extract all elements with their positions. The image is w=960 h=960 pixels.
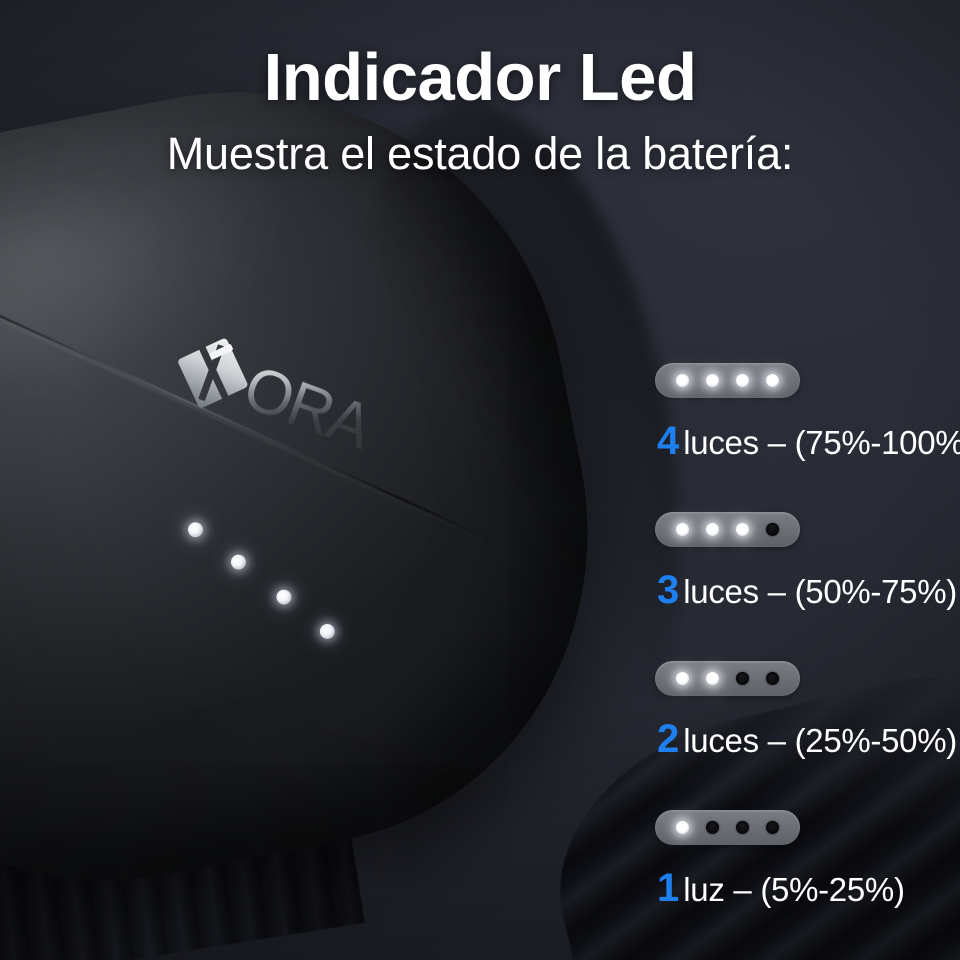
legend-label: 2 luces – (25%-50%) bbox=[657, 719, 957, 759]
legend-description: luces – (25%-50%) bbox=[683, 722, 957, 759]
legend-row: 4 luces – (75%-100%) bbox=[655, 363, 960, 512]
legend-number: 4 bbox=[657, 419, 679, 463]
led-dot bbox=[706, 374, 719, 387]
legend-row: 3 luces – (50%-75%) bbox=[655, 512, 957, 661]
legend-description: luces – (75%-100%) bbox=[683, 424, 960, 461]
led-indicator-pill bbox=[655, 810, 800, 845]
led-dot bbox=[766, 672, 779, 685]
led-dot bbox=[736, 374, 749, 387]
legend-row: 2 luces – (25%-50%) bbox=[655, 661, 957, 810]
battery-legend: 4 luces – (75%-100%) 3 luces – (50%-75%) bbox=[655, 363, 960, 959]
led-indicator-pill bbox=[655, 661, 800, 696]
led-dot bbox=[676, 523, 689, 536]
led-dot bbox=[676, 821, 689, 834]
legend-label: 1 luz – (5%-25%) bbox=[657, 868, 905, 908]
led-dot bbox=[766, 374, 779, 387]
legend-number: 1 bbox=[657, 866, 679, 910]
legend-row: 1 luz – (5%-25%) bbox=[655, 810, 905, 959]
page-subtitle: Muestra el estado de la batería: bbox=[166, 128, 794, 179]
led-dot bbox=[736, 523, 749, 536]
led-dot bbox=[676, 374, 689, 387]
led-indicator-pill bbox=[655, 363, 800, 398]
legend-number: 3 bbox=[657, 568, 679, 612]
legend-description: luz – (5%-25%) bbox=[683, 871, 905, 908]
led-dot bbox=[766, 821, 779, 834]
legend-label: 4 luces – (75%-100%) bbox=[657, 421, 960, 461]
legend-label: 3 luces – (50%-75%) bbox=[657, 570, 957, 610]
led-dot bbox=[736, 672, 749, 685]
led-indicator-pill bbox=[655, 512, 800, 547]
led-dot bbox=[676, 672, 689, 685]
legend-number: 2 bbox=[657, 717, 679, 761]
led-dot bbox=[766, 523, 779, 536]
page-title: Indicador Led bbox=[263, 40, 697, 115]
led-dot bbox=[706, 821, 719, 834]
legend-description: luces – (50%-75%) bbox=[683, 573, 957, 610]
led-dot bbox=[706, 523, 719, 536]
led-dot bbox=[736, 821, 749, 834]
led-dot bbox=[706, 672, 719, 685]
